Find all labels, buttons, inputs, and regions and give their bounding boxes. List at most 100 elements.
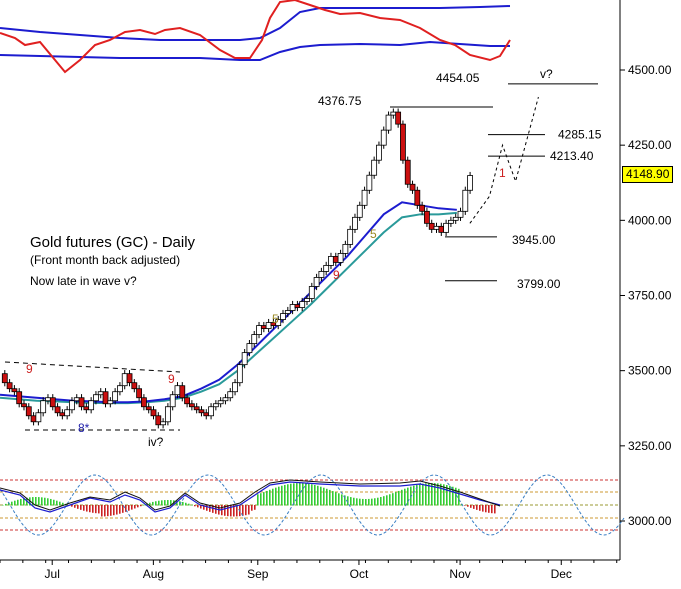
candle-body: [457, 210, 464, 218]
histogram-bar: [155, 501, 157, 506]
histogram-bar: [449, 485, 451, 506]
candle-body: [318, 271, 325, 278]
candle-body: [78, 397, 85, 408]
histogram-bar: [260, 493, 262, 506]
last-price-badge: 4148.90: [622, 166, 674, 183]
histogram-bar: [275, 487, 277, 506]
candle-body: [83, 406, 90, 411]
upper-oscillator: [0, 0, 511, 74]
histogram-bar: [455, 487, 457, 506]
histogram-bar: [116, 505, 118, 515]
candle-body: [467, 175, 473, 191]
histogram-bar: [8, 502, 10, 506]
candle-body: [347, 228, 354, 245]
histogram-bar: [440, 483, 442, 506]
lower-cycle-panel: [0, 474, 625, 536]
histogram-bar: [20, 498, 22, 506]
candle-body: [193, 406, 200, 411]
histogram-bar: [386, 495, 388, 506]
histogram-bar: [488, 505, 490, 513]
candle-body: [155, 415, 162, 426]
candle-body: [145, 406, 152, 411]
candle-body: [64, 409, 71, 417]
histogram-bar: [371, 498, 373, 506]
histogram-bar: [206, 505, 208, 511]
count-label-3: 9: [168, 372, 175, 386]
histogram-bar: [308, 483, 310, 506]
projection-path: [469, 96, 539, 224]
histogram-bar: [74, 505, 76, 508]
histogram-bar: [485, 505, 487, 513]
histogram-bar: [38, 497, 40, 506]
histogram-bar: [101, 505, 103, 517]
histogram-bar: [80, 505, 82, 510]
histogram-bar: [5, 503, 7, 506]
y-tick-label: 3250.00: [628, 439, 672, 453]
candle-body: [299, 301, 306, 308]
histogram-bar: [350, 497, 352, 506]
histogram-bar: [146, 503, 148, 506]
histogram-bar: [290, 483, 292, 506]
moving-average-slow: [0, 211, 457, 405]
candle-body: [40, 400, 47, 414]
x-axis: Jul Aug Sep Oct Nov Dec: [0, 560, 618, 581]
histogram-bar: [92, 505, 94, 513]
histogram-bar: [263, 492, 265, 506]
candle-body: [11, 388, 18, 393]
histogram-bar: [476, 505, 478, 510]
candle-body: [54, 406, 61, 414]
histogram-bar: [167, 500, 169, 506]
histogram-bar: [335, 492, 337, 506]
candle-body: [6, 382, 13, 390]
histogram-bar: [473, 505, 475, 509]
histogram-bar: [278, 486, 280, 506]
histogram-bar: [41, 497, 43, 506]
histogram-bar: [209, 505, 211, 512]
histogram-bar: [299, 483, 301, 506]
histogram-bar: [152, 501, 154, 506]
histogram-bar: [341, 494, 343, 506]
candle-body: [208, 406, 214, 417]
candle-body: [121, 373, 128, 387]
level-label: 4285.15: [558, 128, 602, 142]
candle-body: [179, 385, 186, 399]
candle-body: [337, 253, 344, 263]
candle-body: [222, 397, 229, 402]
histogram-bar: [77, 505, 79, 509]
candle-body: [131, 382, 138, 390]
histogram-bar: [188, 503, 190, 506]
count-label-5: 9: [333, 268, 340, 282]
histogram-bar: [131, 505, 133, 510]
histogram-bar: [437, 483, 439, 506]
candle-body: [385, 114, 392, 131]
histogram-bar: [113, 505, 115, 516]
price-levels: 4454.05 4376.75 4285.15 4213.40 3945.00 3799.…: [318, 71, 602, 291]
candle-body: [232, 382, 238, 393]
histogram-bar: [233, 505, 235, 517]
histogram-bar: [269, 489, 271, 506]
histogram-bar: [395, 492, 397, 506]
candle-body: [443, 222, 450, 233]
chart-note: Now late in wave v?: [30, 274, 137, 288]
candle-body: [433, 225, 440, 230]
histogram-bar: [353, 497, 355, 506]
y-axis: 4500.00 4250.00 4000.00 3750.00 3500.00 3250.…: [620, 63, 672, 528]
candle-body: [246, 343, 253, 354]
price-candles: [1, 108, 473, 429]
histogram-bar: [212, 505, 214, 513]
histogram-bar: [47, 498, 49, 506]
candle-body: [241, 352, 248, 366]
histogram-bar: [425, 483, 427, 506]
histogram-bar: [248, 505, 250, 515]
histogram-bar: [446, 484, 448, 506]
histogram-bar: [95, 505, 97, 514]
histogram-bar: [287, 484, 289, 506]
candle-body: [419, 204, 426, 212]
candle-body: [428, 222, 435, 230]
candle-body: [59, 412, 66, 417]
histogram-bar: [44, 497, 46, 506]
candle-body: [212, 403, 219, 408]
histogram-bar: [71, 505, 73, 507]
histogram-bar: [389, 494, 391, 506]
histogram-bar: [470, 505, 472, 508]
